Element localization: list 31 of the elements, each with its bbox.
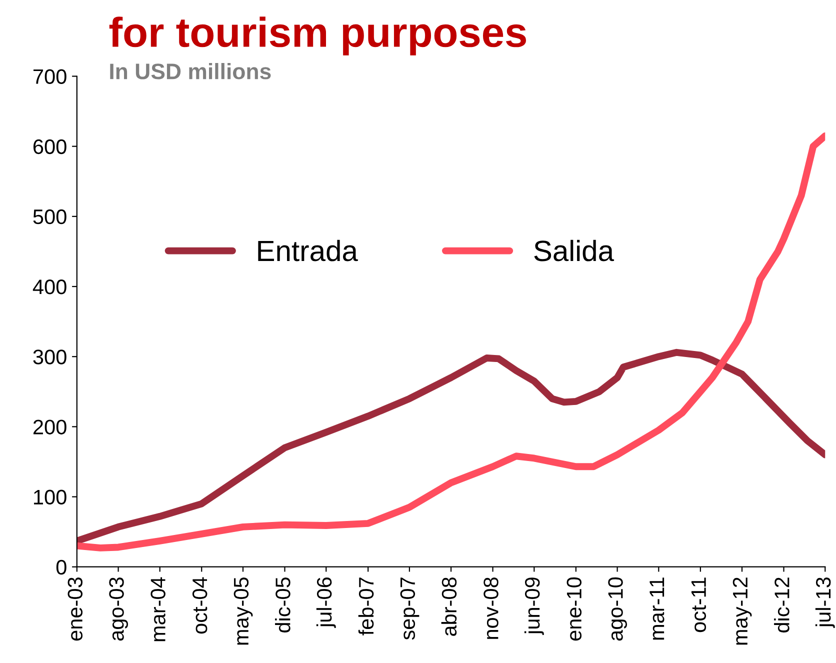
x-tick-label: ene-10 <box>566 577 582 641</box>
x-tick-label: abr-08 <box>441 577 457 636</box>
x-tick-label: oct-04 <box>192 577 208 634</box>
chart-subtitle: In USD millions <box>110 62 271 80</box>
x-tick-label: jul-06 <box>316 578 336 628</box>
x-tick-label: ago-03 <box>109 577 128 641</box>
legend-label: Salida <box>534 240 614 262</box>
x-tick-label: ene-03 <box>68 577 83 641</box>
x-tick-label: may-05 <box>234 577 253 645</box>
legend-label: Entrada <box>258 240 358 262</box>
y-tick-label: 300 <box>33 350 66 364</box>
y-tick-label: 100 <box>34 490 66 505</box>
x-tick-label: nov-08 <box>484 577 498 639</box>
x-tick-label: dic-05 <box>275 577 290 632</box>
x-tick-label: mar-11 <box>650 578 664 640</box>
x-tick-label: feb-07 <box>358 578 374 636</box>
y-tick-label: 700 <box>34 69 66 84</box>
y-tick-label: 400 <box>32 280 66 294</box>
y-tick-label: 200 <box>33 420 66 434</box>
y-tick-label: 0 <box>56 560 66 575</box>
x-tick-label: sep-07 <box>400 578 420 640</box>
x-tick-label: jun-09 <box>524 578 544 635</box>
chart-title: for tourism purposes <box>109 16 526 56</box>
x-tick-label: may-12 <box>732 578 752 645</box>
x-tick-label: oct-11 <box>691 578 706 632</box>
y-tick-label: 500 <box>33 209 66 224</box>
x-tick-label: dic-12 <box>774 578 790 632</box>
x-tick-label: mar-04 <box>150 577 166 642</box>
y-tick-label: 600 <box>33 139 66 154</box>
x-tick-label: jul-13 <box>815 578 835 628</box>
x-tick-label: ago-10 <box>608 577 628 641</box>
